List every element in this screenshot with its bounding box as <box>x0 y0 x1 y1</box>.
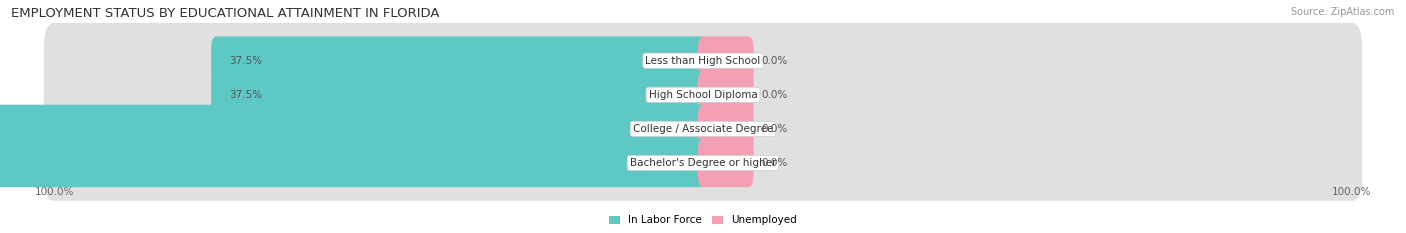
FancyBboxPatch shape <box>0 105 709 153</box>
FancyBboxPatch shape <box>44 57 1362 133</box>
Text: 0.0%: 0.0% <box>762 90 787 100</box>
Text: Bachelor's Degree or higher: Bachelor's Degree or higher <box>630 158 776 168</box>
FancyBboxPatch shape <box>697 105 754 153</box>
FancyBboxPatch shape <box>44 91 1362 167</box>
FancyBboxPatch shape <box>211 71 709 119</box>
Text: EMPLOYMENT STATUS BY EDUCATIONAL ATTAINMENT IN FLORIDA: EMPLOYMENT STATUS BY EDUCATIONAL ATTAINM… <box>11 7 440 20</box>
Text: Source: ZipAtlas.com: Source: ZipAtlas.com <box>1291 7 1395 17</box>
FancyBboxPatch shape <box>0 139 709 187</box>
Text: 0.0%: 0.0% <box>762 56 787 66</box>
FancyBboxPatch shape <box>697 71 754 119</box>
FancyBboxPatch shape <box>211 37 709 85</box>
FancyBboxPatch shape <box>697 37 754 85</box>
Text: High School Diploma: High School Diploma <box>648 90 758 100</box>
FancyBboxPatch shape <box>44 125 1362 201</box>
Text: 37.5%: 37.5% <box>229 56 263 66</box>
FancyBboxPatch shape <box>697 139 754 187</box>
Text: Less than High School: Less than High School <box>645 56 761 66</box>
Legend: In Labor Force, Unemployed: In Labor Force, Unemployed <box>605 211 801 230</box>
FancyBboxPatch shape <box>44 23 1362 99</box>
Text: 0.0%: 0.0% <box>762 124 787 134</box>
Text: 37.5%: 37.5% <box>229 90 263 100</box>
Text: 0.0%: 0.0% <box>762 158 787 168</box>
Text: College / Associate Degree: College / Associate Degree <box>633 124 773 134</box>
